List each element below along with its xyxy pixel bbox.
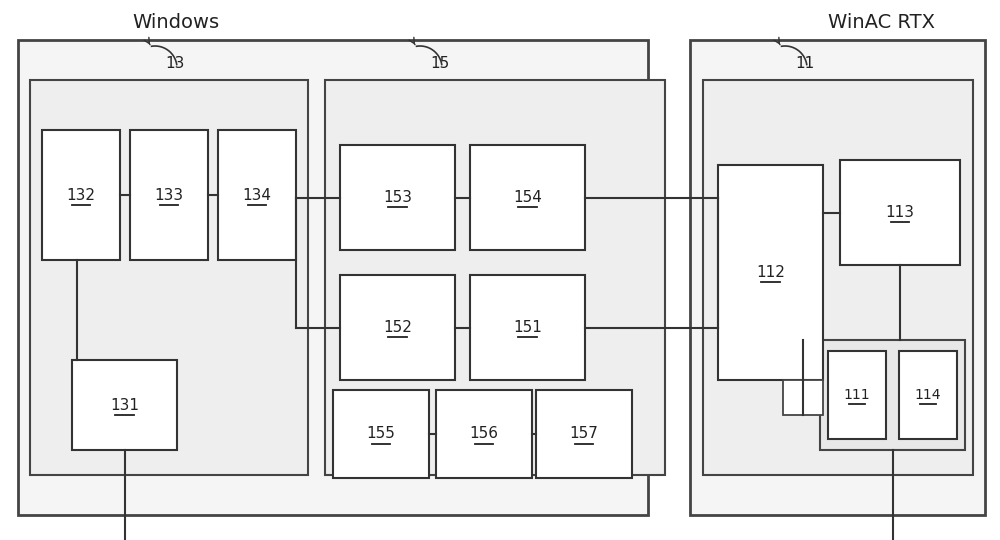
Text: 133: 133 (154, 187, 184, 202)
Bar (325, 80, 665, 475)
Text: 111: 111 (844, 388, 870, 402)
Bar (130, 130, 208, 260)
Text: 152: 152 (383, 320, 412, 335)
Bar (218, 130, 296, 260)
Text: 156: 156 (470, 427, 498, 442)
Bar (840, 160, 960, 265)
Bar (820, 340, 965, 450)
Bar (703, 80, 973, 475)
Bar (470, 275, 585, 380)
Bar (436, 390, 532, 478)
Text: 154: 154 (513, 190, 542, 205)
Bar (42, 130, 120, 260)
Text: 132: 132 (66, 187, 96, 202)
Text: 153: 153 (383, 190, 412, 205)
Text: 134: 134 (242, 187, 272, 202)
Bar (72, 360, 177, 450)
Bar (899, 351, 957, 439)
Text: 155: 155 (367, 427, 395, 442)
Bar (536, 390, 632, 478)
Text: 157: 157 (570, 427, 598, 442)
Bar (828, 351, 886, 439)
Text: 113: 113 (886, 205, 914, 220)
Text: 114: 114 (915, 388, 941, 402)
Bar (333, 390, 429, 478)
Bar (718, 165, 823, 380)
Text: 112: 112 (756, 265, 785, 280)
Bar (340, 145, 455, 250)
Bar (30, 80, 308, 475)
Text: 151: 151 (513, 320, 542, 335)
Bar (783, 380, 823, 415)
Bar (340, 275, 455, 380)
Bar (470, 145, 585, 250)
Text: 15: 15 (430, 56, 450, 71)
Text: 131: 131 (110, 397, 139, 413)
Text: WinAC RTX: WinAC RTX (828, 12, 935, 31)
Text: Windows: Windows (132, 12, 219, 31)
Bar (18, 40, 648, 515)
Text: 13: 13 (165, 56, 185, 71)
Bar (690, 40, 985, 515)
Text: 11: 11 (795, 56, 815, 71)
